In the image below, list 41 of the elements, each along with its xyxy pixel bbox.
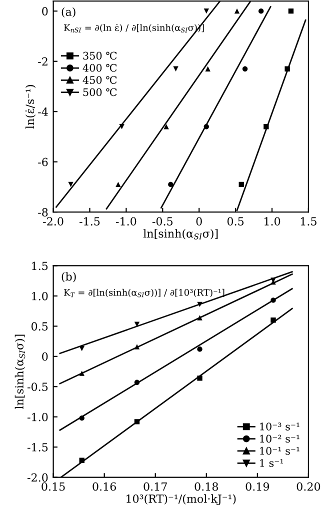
y-tick-label: 0 xyxy=(42,7,48,16)
x-axis-title: 10³(RT)⁻¹/(mol·kJ⁻¹) xyxy=(126,494,236,506)
y-tick-label: 1.0 xyxy=(32,292,48,300)
y-tick-label: -1.0 xyxy=(27,412,48,422)
x-axis-title: ln[sinh(α$_{SI}$σ)] xyxy=(143,229,218,240)
y-tick-label: 0.5 xyxy=(31,322,48,331)
y-tick-label: 1.5 xyxy=(32,262,48,270)
legend-label: 10⁻¹ s⁻¹ xyxy=(260,446,300,455)
x-tick-label: 0 xyxy=(196,217,202,226)
x-tick-label: 0.18 xyxy=(194,482,218,491)
y-axis-title: ln(ε̇/s⁻¹) xyxy=(25,84,36,129)
y-tick-label: -1.5 xyxy=(27,443,48,452)
y-tick-label: -0.5 xyxy=(27,382,48,392)
x-tick-label: 0.16 xyxy=(92,482,116,491)
legend-label: 450 ℃ xyxy=(82,76,117,84)
legend-label: 10⁻³ s⁻¹ xyxy=(260,422,300,430)
y-tick-label: 0 xyxy=(42,352,48,361)
legend-label: 1 s⁻¹ xyxy=(260,459,284,467)
x-tick-label: -0.5 xyxy=(152,217,173,226)
legend-label: 350 ℃ xyxy=(83,52,117,60)
y-tick-label: -2 xyxy=(38,57,48,66)
y-tick-label: -2.0 xyxy=(27,473,48,482)
text: (b) xyxy=(62,272,76,282)
x-tick-label: 0.19 xyxy=(246,482,270,491)
y-tick-label: -6 xyxy=(38,158,48,166)
x-tick-label: -1.0 xyxy=(116,217,136,226)
legend-label: 500 ℃ xyxy=(83,88,117,96)
x-tick-label: 0.20 xyxy=(296,482,320,491)
x-tick-label: 0.17 xyxy=(144,482,167,491)
x-tick-label: 0.15 xyxy=(42,482,65,491)
annotation: K$_{T}$ = ∂[ln(sinh(α$_{SI}$σ))] / ∂[10³(RT)⁻¹] xyxy=(64,288,224,298)
y-tick-label: -8 xyxy=(38,208,48,216)
x-tick-label: 0.5 xyxy=(227,217,244,226)
x-tick-label: 1.0 xyxy=(264,217,280,226)
text: (a) xyxy=(62,7,76,18)
y-axis-title: ln[sinh(α$_{SI}$σ)] xyxy=(14,334,26,409)
legend-label: 400 ℃ xyxy=(82,64,117,72)
y-tick-label: -4 xyxy=(38,108,48,116)
x-tick-label: 1.5 xyxy=(300,217,316,226)
x-tick-label: -1.5 xyxy=(80,217,100,226)
legend-label: 10⁻² s⁻¹ xyxy=(260,434,300,443)
